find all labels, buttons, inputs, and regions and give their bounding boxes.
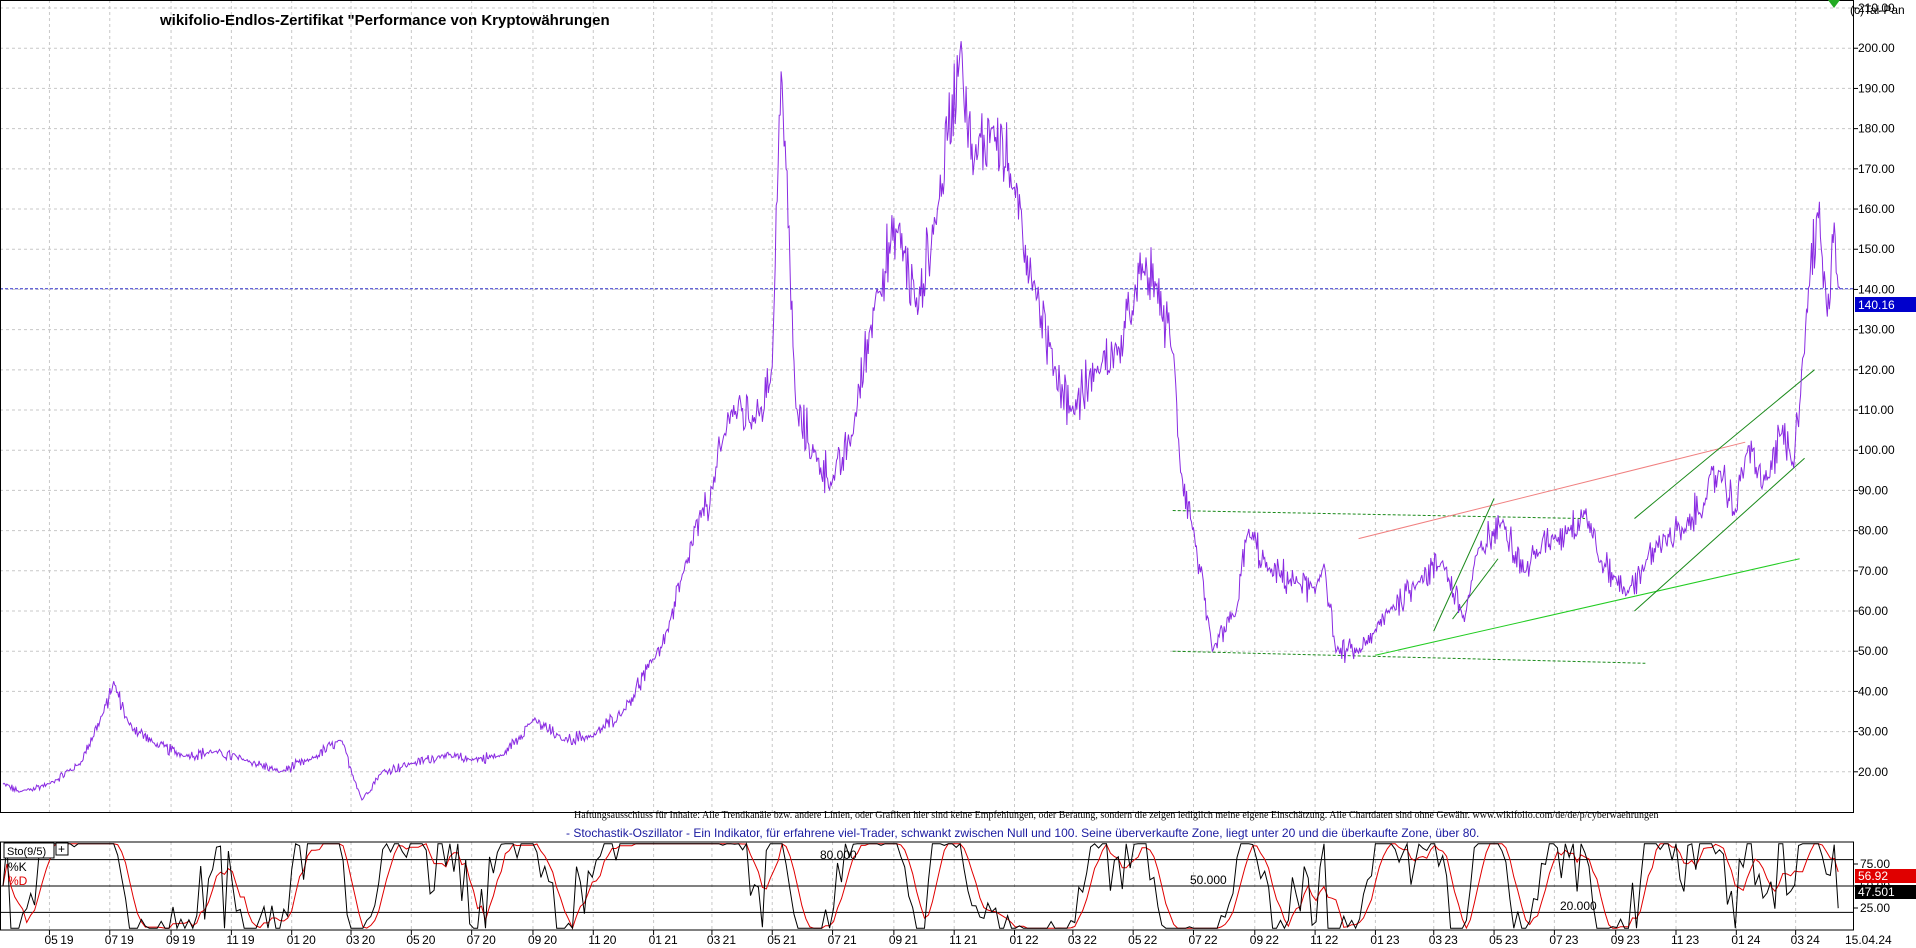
indicator-title: Sto(9/5) xyxy=(7,846,46,858)
y-tick-label-13: 150.00 xyxy=(1858,242,1895,256)
sto-y-tick-label-2: 75.00 xyxy=(1860,857,1890,871)
y-tick-label-5: 70.00 xyxy=(1858,564,1888,578)
y-tick-label-1: 30.00 xyxy=(1858,725,1888,739)
y-tick-label-2: 40.00 xyxy=(1858,684,1888,698)
x-tick-label-23: 03 23 xyxy=(1429,933,1458,947)
x-tick-label-7: 07 20 xyxy=(467,933,496,947)
trend-channel-top xyxy=(1172,510,1586,520)
x-tick-label-20: 09 22 xyxy=(1250,933,1279,947)
y-tick-label-3: 50.00 xyxy=(1858,644,1888,658)
x-tick-label-4: 01 20 xyxy=(287,933,316,947)
y-tick-label-12: 140.00 xyxy=(1858,282,1895,296)
level-label-20: 20.000 xyxy=(1560,899,1597,913)
trend-channel-b-lower xyxy=(1634,457,1805,612)
panel-frames xyxy=(0,0,1854,931)
stochastic-level-labels: 80.000 50.000 20.000 xyxy=(820,848,1597,913)
y-tick-label-17: 190.00 xyxy=(1858,81,1895,95)
last-d-tag-bg xyxy=(1855,885,1916,899)
last-k-tag-bg xyxy=(1855,869,1916,883)
trend-support-green xyxy=(1375,558,1800,656)
trend-channel-b-upper xyxy=(1634,369,1815,519)
y-tick-label-0: 20.00 xyxy=(1858,765,1888,779)
price-series-line xyxy=(2,41,1841,801)
x-tick-label-17: 03 22 xyxy=(1068,933,1097,947)
x-tick-label-2: 09 19 xyxy=(166,933,195,947)
stochastic-panel xyxy=(0,841,1853,930)
level-label-50: 50.000 xyxy=(1190,873,1227,887)
trend-resistance-red xyxy=(1358,441,1746,540)
x-tick-label-8: 09 20 xyxy=(528,933,557,947)
current-price-tag: 140.16 xyxy=(1858,298,1895,312)
x-tick-label-6: 05 20 xyxy=(406,933,435,947)
x-tick-label-15: 11 21 xyxy=(949,933,978,947)
last-value-tags: 140.16 56.92 47.501 xyxy=(1855,297,1916,899)
y-tick-label-16: 180.00 xyxy=(1858,122,1895,136)
x-tick-label-1: 07 19 xyxy=(105,933,134,947)
x-tick-label-3: 11 19 xyxy=(226,933,255,947)
stochastic-d-line xyxy=(2,842,1839,930)
chart-title: wikifolio-Endlos-Zertifikat "Performance… xyxy=(159,12,610,29)
x-tick-label-24: 05 23 xyxy=(1489,933,1518,947)
legend-d-label: %D xyxy=(8,874,28,888)
stochastic-grid xyxy=(0,842,1853,930)
x-tick-label-13: 07 21 xyxy=(828,933,857,947)
stochastic-k-line xyxy=(2,841,1839,930)
y-tick-label-19: 210.00 xyxy=(1858,1,1895,15)
x-tick-label-29: 03 24 xyxy=(1791,933,1820,947)
x-tick-label-9: 11 20 xyxy=(588,933,617,947)
y-tick-label-6: 80.00 xyxy=(1858,524,1888,538)
x-tick-label-5: 03 20 xyxy=(346,933,375,947)
x-last-label: 15.04.24 xyxy=(1845,933,1892,947)
price-y-axis: 20.00 30.00 40.00 50.00 60.00 70.00 80.00 90.00… xyxy=(1853,1,1895,779)
level-label-80: 80.000 xyxy=(820,848,857,862)
price-grid xyxy=(0,0,1853,812)
x-tick-label-25: 07 23 xyxy=(1549,933,1578,947)
trend-lines xyxy=(1172,369,1815,664)
trend-channel-a-upper xyxy=(1433,498,1495,632)
legend-k-label: %K xyxy=(8,860,27,874)
oscillator-description: - Stochastik-Oszillator - Ein Indikator,… xyxy=(566,826,1479,840)
y-tick-label-7: 90.00 xyxy=(1858,483,1888,497)
x-tick-label-28: 01 24 xyxy=(1731,933,1760,947)
x-tick-label-10: 01 21 xyxy=(649,933,678,947)
x-tick-label-16: 01 22 xyxy=(1010,933,1039,947)
y-tick-label-18: 200.00 xyxy=(1858,41,1895,55)
last-d-tag: 47.501 xyxy=(1858,885,1895,899)
stochastic-legend: Sto(9/5) + %K %D xyxy=(3,842,69,888)
y-tick-label-14: 160.00 xyxy=(1858,202,1895,216)
x-tick-label-18: 05 22 xyxy=(1128,933,1157,947)
y-tick-label-15: 170.00 xyxy=(1858,162,1895,176)
status-triangle-icon xyxy=(1828,0,1840,8)
x-tick-label-19: 07 22 xyxy=(1188,933,1217,947)
price-panel-frame xyxy=(0,0,1854,813)
current-price-tag-bg xyxy=(1855,297,1916,312)
x-tick-label-12: 05 21 xyxy=(767,933,796,947)
indicator-expand-button[interactable] xyxy=(55,842,69,856)
sto-y-tick-label-0: 25.00 xyxy=(1860,901,1890,915)
disclaimer-text: Haftungsausschluss für Inhalte: Alle Tre… xyxy=(574,810,1659,821)
x-tick-label-21: 11 22 xyxy=(1310,933,1339,947)
price-panel xyxy=(0,0,1853,812)
x-tick-label-22: 01 23 xyxy=(1370,933,1399,947)
y-tick-label-11: 130.00 xyxy=(1858,323,1895,337)
x-tick-label-0: 05 19 xyxy=(44,933,73,947)
x-tick-label-26: 09 23 xyxy=(1611,933,1640,947)
last-k-tag: 56.92 xyxy=(1858,869,1888,883)
y-tick-label-4: 60.00 xyxy=(1858,604,1888,618)
y-tick-label-10: 120.00 xyxy=(1858,363,1895,377)
trend-channel-bottom xyxy=(1172,650,1646,664)
y-tick-label-9: 110.00 xyxy=(1858,403,1894,417)
trend-channel-a-lower xyxy=(1452,558,1499,620)
y-tick-label-8: 100.00 xyxy=(1858,443,1895,457)
x-tick-label-27: 11 23 xyxy=(1671,933,1700,947)
x-tick-label-11: 03 21 xyxy=(707,933,736,947)
plus-icon: + xyxy=(58,842,65,856)
indicator-title-box xyxy=(3,842,55,859)
x-axis: 05 19 07 19 09 19 11 19 01 20 03 20 05 20 07 20… xyxy=(44,930,1892,947)
copyright-label: (c)Tai-Pan xyxy=(1850,3,1905,17)
x-tick-label-14: 09 21 xyxy=(889,933,918,947)
